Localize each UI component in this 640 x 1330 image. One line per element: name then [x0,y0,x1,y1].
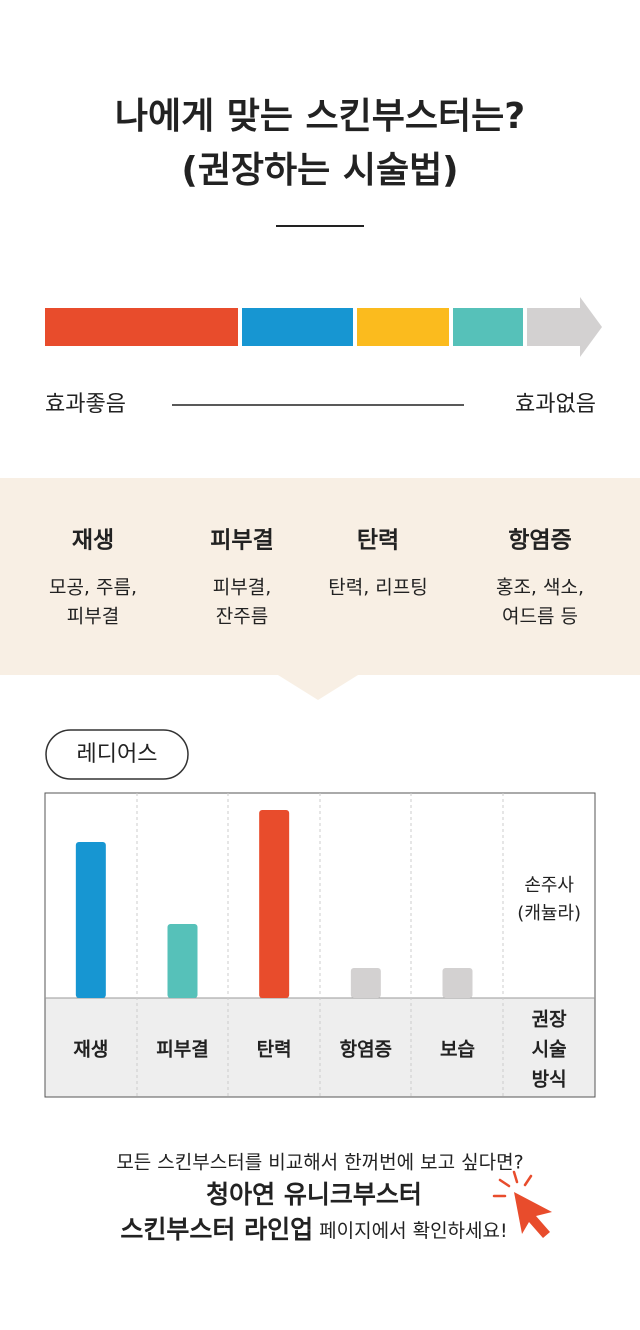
bar [442,968,473,998]
spectrum-segment [357,308,449,346]
effect-desc: 홍조, 색소, [496,577,584,599]
panel-pointer [278,675,358,700]
effect-desc: 탄력, 리프팅 [328,577,427,599]
spectrum-segment [527,308,580,346]
bar [75,842,106,998]
cursor-icon [514,1192,552,1238]
right-label: 효과없음 [515,392,596,417]
effect-name: 탄력 [357,528,399,554]
x-tick-label: 재생 [73,1039,108,1061]
effect-desc: 피부결 [67,606,119,628]
method-header: 방식 [532,1069,567,1091]
spectrum-segment [453,308,523,346]
product-name: 레디어스 [77,742,158,767]
effect-desc: 잔주름 [216,606,268,628]
effect-name: 항염증 [508,528,571,554]
bar [259,810,290,998]
effect-desc: 모공, 주름, [49,577,137,599]
footer-rest: 페이지에서 확인하세요! [313,1220,508,1242]
spectrum-segment [242,308,353,346]
spectrum-arrow [580,297,602,357]
bar [167,924,198,998]
effect-name: 피부결 [210,528,273,554]
title-line: 나에게 맞는 스킨부스터는? [115,96,525,137]
effect-desc: 여드름 등 [502,606,578,628]
footer-line1: 모든 스킨부스터를 비교해서 한꺼번에 보고 싶다면? [116,1152,523,1174]
x-tick-label: 피부결 [156,1039,208,1061]
method-header: 시술 [532,1039,567,1061]
effect-desc: 피부결, [213,577,271,599]
effects-panel [0,478,640,675]
x-tick-label: 항염증 [340,1039,392,1061]
spectrum-segment [45,308,238,346]
footer-line2: 청아연 유니크부스터 [206,1180,422,1209]
method-text: (캐뉼라) [517,903,581,924]
bar [350,968,381,998]
title-line: (권장하는 시술법) [181,150,458,191]
method-header: 권장 [532,1009,567,1031]
footer-bold: 스킨부스터 라인업 [120,1215,313,1244]
effect-name: 재생 [72,528,114,554]
footer-line3: 스킨부스터 라인업 페이지에서 확인하세요! [120,1215,507,1244]
product-pill [45,729,189,780]
click-sparks [492,1170,533,1198]
left-label: 효과좋음 [45,392,126,417]
column-dividers [136,793,504,1097]
method-text: 손주사 [524,875,574,896]
x-tick-label: 보습 [440,1039,475,1061]
x-tick-label: 탄력 [257,1039,292,1061]
